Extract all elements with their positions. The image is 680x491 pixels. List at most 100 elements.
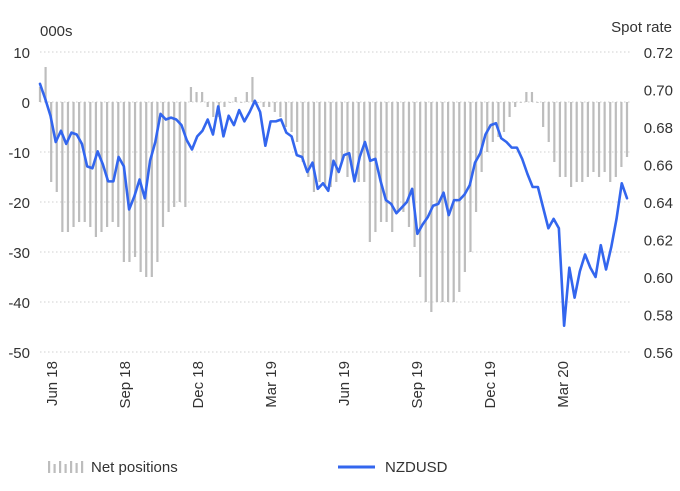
net-positions-bars bbox=[38, 67, 629, 312]
legend-bar-mark bbox=[70, 461, 73, 473]
net-position-bar bbox=[245, 92, 248, 102]
net-position-bar bbox=[83, 102, 86, 222]
net-position-bar bbox=[586, 102, 589, 177]
net-position-bar bbox=[419, 102, 422, 277]
legend: Net positions NZDUSD bbox=[48, 459, 448, 476]
net-position-bar bbox=[547, 102, 550, 142]
net-position-bar bbox=[379, 102, 383, 222]
legend-bar-mark bbox=[81, 461, 84, 473]
x-tick-label: Dec 18 bbox=[190, 361, 207, 409]
y-left-tick-label: 10 bbox=[13, 45, 30, 62]
net-position-bar bbox=[570, 102, 573, 187]
x-tick-label: Sep 18 bbox=[117, 361, 134, 409]
net-position-bar bbox=[234, 97, 237, 102]
y-left-tick-label: -10 bbox=[8, 145, 30, 162]
net-position-bar bbox=[262, 102, 265, 107]
y-right-tick-label: 0.72 bbox=[644, 45, 673, 62]
net-position-bar bbox=[279, 102, 282, 117]
net-position-bar bbox=[514, 102, 517, 107]
net-position-bar bbox=[463, 102, 466, 272]
y-right-tick-label: 0.68 bbox=[644, 120, 673, 137]
x-tick-label: Dec 19 bbox=[482, 361, 499, 409]
net-position-bar bbox=[268, 102, 271, 107]
net-position-bar bbox=[195, 92, 198, 102]
x-tick-label: Jun 18 bbox=[44, 361, 61, 406]
y-right-tick-label: 0.70 bbox=[644, 83, 673, 100]
net-position-bar bbox=[212, 102, 215, 117]
nzdusd-line-layer bbox=[38, 82, 629, 328]
net-position-bar bbox=[324, 102, 327, 187]
net-position-bar bbox=[385, 102, 388, 222]
legend-bar-mark bbox=[75, 463, 78, 473]
net-position-bar bbox=[128, 102, 131, 262]
x-tick-label: Mar 19 bbox=[263, 361, 280, 408]
legend-bar-mark bbox=[59, 461, 62, 473]
net-position-bar bbox=[167, 102, 170, 212]
y-left-tick-label: -40 bbox=[8, 295, 30, 312]
net-position-bar bbox=[55, 102, 58, 192]
legend-bars-swatch bbox=[48, 461, 84, 473]
net-position-bar bbox=[424, 102, 427, 302]
net-position-bar bbox=[581, 102, 584, 182]
net-position-bar bbox=[575, 102, 578, 182]
net-position-bar bbox=[66, 102, 70, 232]
net-position-bar bbox=[89, 102, 92, 227]
net-position-bar bbox=[290, 102, 293, 132]
net-position-bar bbox=[133, 102, 137, 257]
net-position-bar bbox=[301, 102, 304, 162]
net-position-bar bbox=[122, 102, 125, 262]
net-position-bar bbox=[223, 102, 226, 107]
x-tick-label: Jun 19 bbox=[336, 361, 353, 406]
net-position-bar bbox=[508, 102, 511, 117]
net-position-bar bbox=[284, 102, 288, 127]
net-position-bar bbox=[273, 102, 276, 112]
net-position-bar bbox=[396, 102, 399, 212]
net-position-bar bbox=[184, 102, 187, 207]
net-position-bar bbox=[519, 102, 522, 103]
net-position-bar bbox=[189, 87, 193, 102]
net-position-bar bbox=[609, 102, 612, 182]
net-position-bar bbox=[542, 102, 545, 127]
legend-bar-mark bbox=[53, 464, 56, 473]
net-position-bar bbox=[486, 102, 489, 152]
net-position-bar bbox=[357, 102, 360, 182]
net-position-bar bbox=[351, 102, 355, 172]
right-axis-unit-label: Spot rate bbox=[611, 19, 672, 36]
net-position-bar bbox=[614, 102, 617, 177]
y-left-tick-label: -30 bbox=[8, 245, 30, 262]
net-position-bar bbox=[407, 102, 411, 227]
net-position-bar bbox=[201, 92, 204, 102]
net-position-bar bbox=[391, 102, 394, 232]
net-position-bar bbox=[161, 102, 165, 227]
net-position-bar bbox=[318, 102, 321, 182]
net-position-bar bbox=[335, 102, 338, 182]
net-position-bar bbox=[50, 102, 53, 182]
net-position-bar bbox=[228, 102, 232, 103]
net-position-bar bbox=[100, 102, 103, 232]
y-right-tick-label: 0.58 bbox=[644, 308, 673, 325]
net-position-bar bbox=[340, 102, 343, 162]
y-right-tick-label: 0.66 bbox=[644, 158, 673, 175]
net-position-bar bbox=[458, 102, 461, 292]
net-position-bar bbox=[61, 102, 64, 232]
y-left-tick-label: -20 bbox=[8, 195, 30, 212]
axes: 10 0 -10 -20 -30 -40 -50 0.72 0.70 0.68 0.66 0.64 0.… bbox=[8, 45, 673, 409]
net-position-bar bbox=[150, 102, 153, 277]
net-position-bar bbox=[312, 102, 316, 192]
net-position-bar bbox=[346, 102, 349, 177]
y-right-tick-label: 0.60 bbox=[644, 270, 673, 287]
net-position-bar bbox=[525, 92, 528, 102]
net-position-bar bbox=[94, 102, 97, 237]
net-position-bar bbox=[256, 102, 260, 103]
net-position-bar bbox=[435, 102, 439, 302]
net-position-bar bbox=[105, 102, 109, 227]
net-position-bar bbox=[307, 102, 310, 177]
net-position-bar bbox=[368, 102, 371, 242]
net-position-bar bbox=[553, 102, 556, 162]
net-position-bar bbox=[564, 102, 567, 177]
net-position-bar bbox=[296, 102, 299, 142]
net-position-bar bbox=[329, 102, 332, 187]
net-position-bar bbox=[558, 102, 562, 177]
